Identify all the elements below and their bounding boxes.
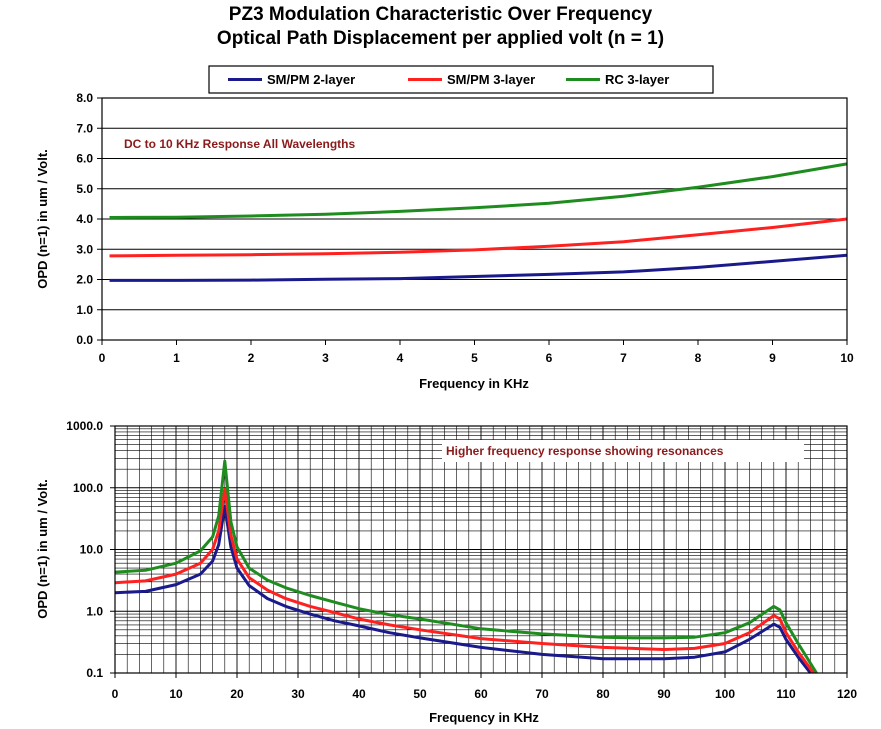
bottom-chart-xtick-label: 70 [535, 687, 549, 701]
top-chart-ytick-label: 7.0 [76, 121, 93, 135]
bottom-chart-xtick-label: 20 [230, 687, 244, 701]
bottom-chart-series-rc-3-layer [114, 459, 818, 674]
bottom-chart-ytick-label: 10.0 [80, 543, 104, 557]
top-chart-annotation: DC to 10 KHz Response All Wavelengths [124, 137, 355, 151]
bottom-chart-xlabel: Frequency in KHz [429, 710, 539, 725]
bottom-chart-xtick-label: 110 [776, 687, 796, 701]
top-chart-xtick-label: 10 [840, 351, 854, 365]
bottom-chart-xtick-label: 10 [169, 687, 183, 701]
bottom-chart-ytick-label: 1.0 [86, 604, 103, 618]
bottom-chart-series-sm-pm-2-layer [114, 504, 812, 674]
top-chart-xtick-label: 3 [322, 351, 329, 365]
top-chart-series [109, 162, 848, 282]
top-chart-series-sm-pm-3-layer [109, 217, 848, 258]
top-chart-xtick-label: 7 [620, 351, 627, 365]
bottom-chart-xtick-label: 50 [413, 687, 427, 701]
bottom-chart-xtick-label: 30 [291, 687, 305, 701]
legend: SM/PM 2-layer SM/PM 3-layer RC 3-layer [208, 65, 714, 94]
top-chart-ytick-label: 3.0 [76, 242, 93, 256]
top-chart-xtick-label: 5 [471, 351, 478, 365]
bottom-chart-xtick-label: 90 [657, 687, 671, 701]
top-chart-ytick-label: 8.0 [76, 91, 93, 105]
legend-label-sm-pm-3-layer: SM/PM 3-layer [447, 72, 535, 87]
bottom-chart-annotation: Higher frequency response showing resona… [446, 444, 724, 458]
top-chart-ytick-label: 1.0 [76, 303, 93, 317]
top-chart-ytick-label: 2.0 [76, 273, 93, 287]
top-chart-series-sm-pm-2-layer [109, 253, 848, 282]
bottom-chart-ytick-label: 1000.0 [66, 419, 103, 433]
legend-label-rc-3-layer: RC 3-layer [605, 72, 669, 87]
top-chart-series-rc-3-layer [109, 162, 848, 219]
bottom-chart-xtick-label: 80 [596, 687, 610, 701]
top-chart-annotation-box [118, 132, 400, 156]
top-chart-ytick-label: 4.0 [76, 212, 93, 226]
top-chart-ylabel: OPD (n=1) in um / Volt. [35, 149, 50, 289]
top-chart-ticks: 0.0 1.0 2.0 3.0 4.0 5.0 6.0 7.0 8.0 0 1 2 3 4 5 6 7 8 9 10 [76, 91, 854, 365]
bottom-chart-xtick-label: 0 [112, 687, 119, 701]
legend-box [208, 65, 714, 94]
bottom-chart-annotation-box [442, 440, 804, 462]
bottom-chart-series-sm-pm-3-layer [114, 487, 815, 674]
bottom-chart-series [114, 459, 818, 674]
top-chart-ytick-label: 0.0 [76, 333, 93, 347]
chart-title: PZ3 Modulation Characteristic Over Frequ… [228, 4, 653, 25]
bottom-chart-xtick-label: 120 [837, 687, 857, 701]
top-chart-xtick-label: 9 [769, 351, 776, 365]
top-chart-xtick-label: 8 [695, 351, 702, 365]
bottom-chart-ticks: 0.1 1.0 10.0 100.0 1000.0 0 10 20 30 40 50 60 70 80 90… [66, 419, 857, 701]
top-chart-xtick-label: 6 [546, 351, 553, 365]
chart-subtitle: Optical Path Displacement per applied vo… [216, 28, 665, 49]
bottom-chart-xtick-label: 100 [715, 687, 735, 701]
top-chart-ytick-label: 6.0 [76, 152, 93, 166]
top-chart-xtick-label: 2 [248, 351, 255, 365]
bottom-chart-ytick-label: 100.0 [73, 481, 103, 495]
bottom-chart-xtick-label: 60 [474, 687, 488, 701]
legend-label-sm-pm-2-layer: SM/PM 2-layer [267, 72, 355, 87]
bottom-chart-xtick-label: 40 [352, 687, 366, 701]
top-chart-xlabel: Frequency in KHz [419, 376, 529, 391]
top-chart-xtick-label: 1 [173, 351, 180, 365]
bottom-chart: Higher frequency response showing resona… [35, 419, 857, 725]
bottom-chart-ytick-label: 0.1 [86, 666, 103, 680]
bottom-chart-ylabel: OPD (n=1) in um / Volt. [35, 479, 50, 619]
top-chart-ytick-label: 5.0 [76, 182, 93, 196]
top-chart-xtick-label: 0 [99, 351, 106, 365]
top-chart-xtick-label: 4 [397, 351, 404, 365]
top-chart: 0.01.02.03.04.05.06.07.08.00 1 2 3 4 5 6 7 8 9 10 … [35, 91, 854, 391]
